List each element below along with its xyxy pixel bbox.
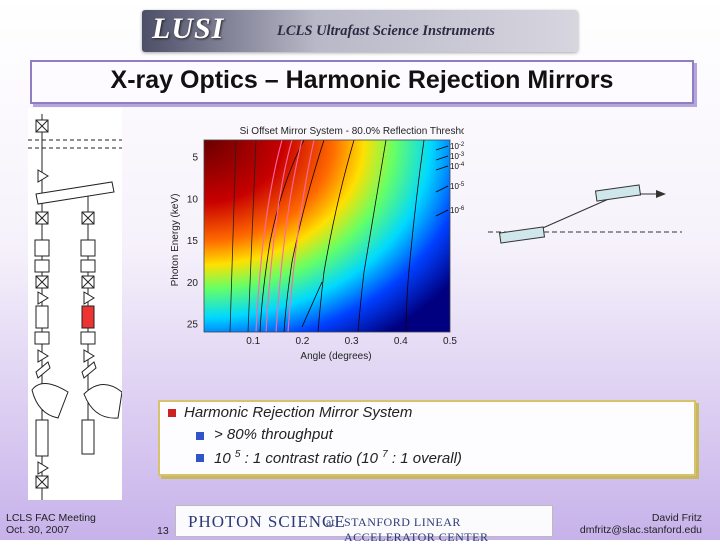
lusi-logo: LUSI bbox=[152, 12, 225, 45]
beamline-schematic bbox=[28, 108, 123, 500]
contour-label: 10-5 bbox=[450, 182, 464, 191]
contour-label-arrow bbox=[435, 165, 449, 171]
x-tick-label: 0.4 bbox=[394, 336, 408, 347]
x-tick-label: 0.3 bbox=[345, 336, 359, 347]
header-banner: LUSI LCLS Ultrafast Science Instruments bbox=[142, 10, 578, 52]
footer-meeting-date: Oct. 30, 2007 bbox=[6, 524, 70, 536]
contour-label: 10-6 bbox=[450, 206, 464, 215]
contour-label-arrow bbox=[435, 145, 449, 151]
chart-title: Si Offset Mirror System - 80.0% Reflecti… bbox=[240, 126, 464, 137]
banner-subtitle: LCLS Ultrafast Science Instruments bbox=[277, 23, 495, 39]
contour-label-arrow bbox=[435, 209, 449, 217]
x-axis-ticks: 0.1 0.2 0.3 0.4 0.5 bbox=[246, 336, 457, 347]
y-axis-ticks: 5 10 15 20 25 bbox=[187, 153, 199, 331]
y-tick-label: 10 bbox=[187, 194, 199, 205]
contour-label-arrow bbox=[435, 155, 449, 161]
bullet-square-sub1 bbox=[196, 432, 204, 440]
x-tick-label: 0.5 bbox=[443, 336, 457, 347]
y-tick-label: 20 bbox=[187, 278, 199, 289]
contour-label-arrow bbox=[435, 185, 449, 193]
first-mirror bbox=[498, 226, 546, 244]
bullet-sub2: 10 5 : 1 contrast ratio (10 7 : 1 overal… bbox=[214, 449, 462, 467]
second-mirror bbox=[594, 184, 642, 202]
photon-science-logo: PHOTON SCIENCE bbox=[188, 512, 346, 531]
y-tick-label: 25 bbox=[187, 320, 199, 331]
slac-logo-text: STANFORD LINEAR ACCELERATOR CENTER bbox=[344, 515, 489, 544]
bullet-square-sub2 bbox=[196, 454, 204, 462]
author-name: David Fritz bbox=[651, 512, 702, 524]
title-box: X-ray Optics – Harmonic Rejection Mirror… bbox=[30, 60, 694, 104]
x-axis-label: Angle (degrees) bbox=[300, 351, 371, 362]
contour-label: 10-3 bbox=[450, 152, 464, 161]
contour-label: 10-4 bbox=[450, 162, 464, 171]
y-tick-label: 5 bbox=[192, 153, 198, 164]
page-title: X-ray Optics – Harmonic Rejection Mirror… bbox=[110, 66, 614, 94]
beamline-schematic-drawing bbox=[28, 114, 123, 500]
bullet-sub1: > 80% throughput bbox=[214, 426, 333, 443]
contour-lines bbox=[229, 140, 425, 332]
footer-meeting-name: LCLS FAC Meeting bbox=[6, 512, 96, 524]
reflectivity-chart: Si Offset Mirror System - 80.0% Reflecti… bbox=[170, 126, 464, 362]
contour-labels: 10-210-310-4 10-5 10-6 bbox=[435, 142, 464, 217]
y-tick-label: 15 bbox=[187, 236, 199, 247]
bullet-square-main bbox=[168, 409, 176, 417]
heatmap-field bbox=[204, 140, 450, 332]
bullet-main: Harmonic Rejection Mirror System bbox=[184, 404, 413, 421]
bullet-box: Harmonic Rejection Mirror System > 80% t… bbox=[158, 400, 696, 476]
author-email: dmfritz@slac.stanford.edu bbox=[579, 524, 702, 536]
mirror-diagram bbox=[488, 184, 682, 244]
footer-author: David Fritz dmfritz@slac.stanford.edu bbox=[560, 512, 702, 536]
footer-at: at bbox=[326, 515, 335, 529]
x-tick-label: 0.1 bbox=[246, 336, 260, 347]
page-number: 13 bbox=[157, 525, 169, 537]
y-axis-label: Photon Energy (keV) bbox=[170, 194, 181, 287]
footer-meeting: LCLS FAC Meeting Oct. 30, 2007 bbox=[6, 512, 96, 536]
x-tick-label: 0.2 bbox=[295, 336, 309, 347]
footer-logo-band: PHOTON SCIENCE at STANFORD LINEAR ACCELE… bbox=[175, 505, 553, 544]
contour-label: 10-2 bbox=[450, 142, 464, 151]
